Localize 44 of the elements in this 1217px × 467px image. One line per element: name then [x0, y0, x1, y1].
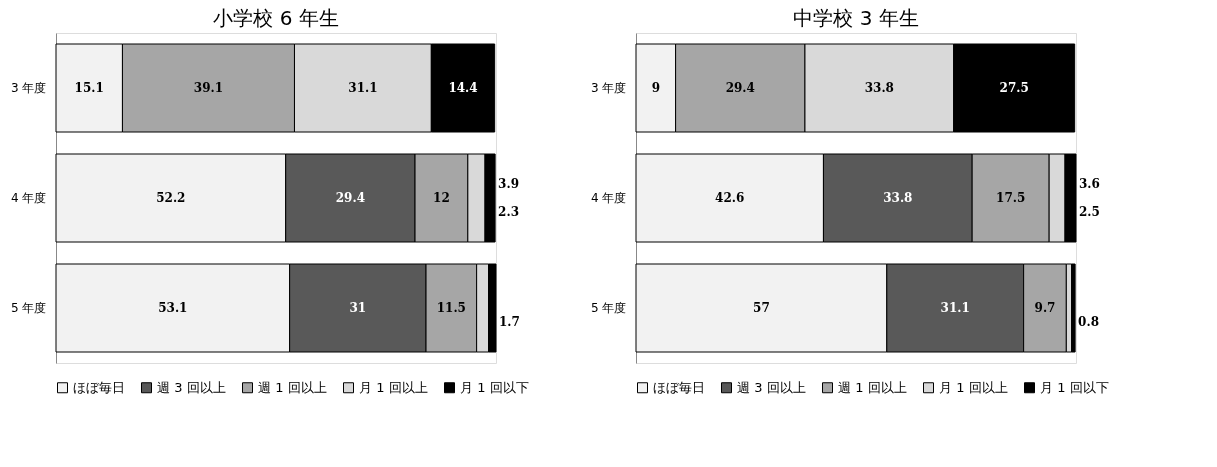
legend-label: 週 3 回以上: [737, 379, 806, 395]
data-label: 3.9: [498, 177, 520, 191]
data-label: 12: [433, 191, 450, 205]
data-label: 29.4: [335, 191, 365, 205]
legend-label: 月 1 回以上: [939, 379, 1008, 395]
data-label: 39.1: [193, 81, 224, 95]
chart-title: 中学校 3 年生: [793, 6, 919, 30]
y-tick-label: 5 年度: [591, 301, 627, 315]
data-label: 1.7: [499, 315, 520, 329]
data-label: 42.6: [715, 191, 745, 205]
data-label: 2.5: [1079, 205, 1100, 219]
data-label: 27.5: [999, 81, 1029, 95]
data-label: 33.8: [883, 191, 913, 205]
data-label: 31.1: [940, 301, 970, 315]
data-label: 2.3: [498, 205, 520, 219]
data-label: 33.8: [864, 81, 894, 95]
data-label: 31.1: [348, 81, 378, 95]
data-label: 31: [349, 301, 367, 315]
y-tick-label: 3 年度: [11, 81, 47, 95]
data-label: 15.1: [74, 81, 104, 95]
data-label: 11.5: [436, 301, 466, 315]
data-label: 17.5: [996, 191, 1026, 205]
data-label: 14.4: [448, 81, 478, 95]
data-label: 29.4: [725, 81, 755, 95]
data-label: 52.2: [156, 191, 186, 205]
chart-title: 小学校 6 年生: [213, 6, 339, 30]
data-label: 0.8: [1078, 315, 1100, 329]
y-tick-label: 4 年度: [11, 191, 47, 205]
data-label: 53.1: [158, 301, 188, 315]
legend-label: ほぼ毎日: [73, 379, 125, 395]
y-tick-label: 5 年度: [11, 301, 47, 315]
legend-label: 月 1 回以下: [460, 379, 529, 395]
data-label: 9: [651, 81, 660, 95]
legend-label: 週 3 回以上: [157, 379, 226, 395]
data-label: 9.7: [1034, 301, 1056, 315]
legend-label: 月 1 回以下: [1040, 379, 1109, 395]
legend-label: 週 1 回以上: [838, 379, 907, 395]
data-label: 3.6: [1079, 177, 1100, 191]
legend-label: 月 1 回以上: [359, 379, 428, 395]
data-label: 57: [753, 301, 770, 315]
legend-label: 週 1 回以上: [258, 379, 327, 395]
y-tick-label: 3 年度: [591, 81, 627, 95]
y-tick-label: 4 年度: [591, 191, 627, 205]
legend-label: ほぼ毎日: [653, 379, 705, 395]
